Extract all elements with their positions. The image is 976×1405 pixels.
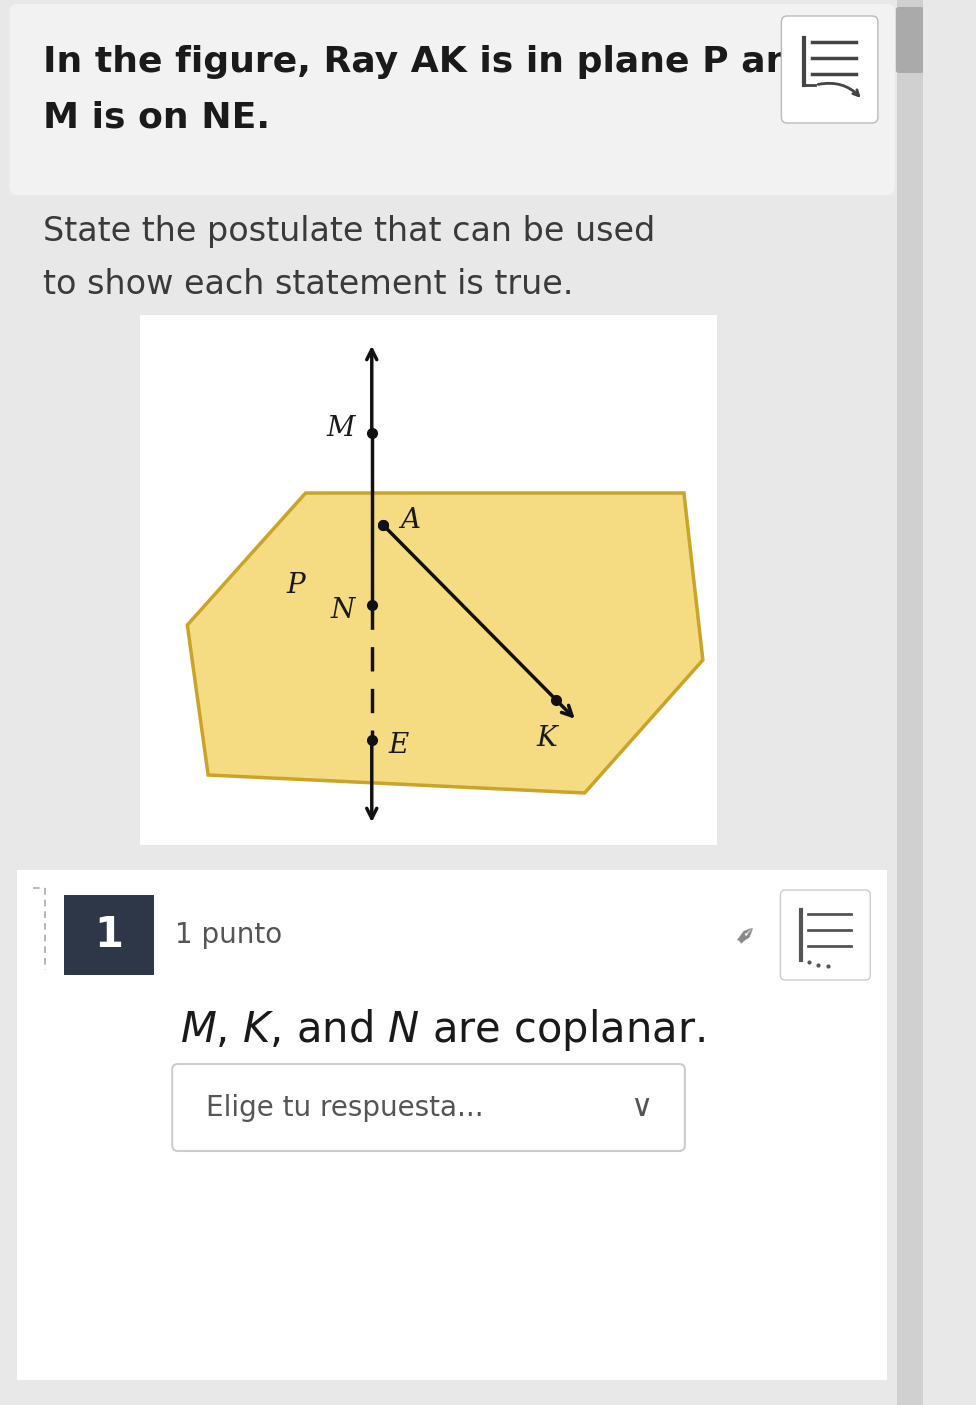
Text: to show each statement is true.: to show each statement is true. [43,268,573,301]
Text: E: E [388,732,409,759]
FancyBboxPatch shape [897,0,923,1405]
FancyBboxPatch shape [10,4,895,195]
FancyBboxPatch shape [140,315,717,844]
Text: $\mathit{M}$, $\mathit{K}$, and $\mathit{N}$ are coplanar.: $\mathit{M}$, $\mathit{K}$, and $\mathit… [180,1007,705,1052]
Text: M: M [326,414,354,441]
Text: State the postulate that can be used: State the postulate that can be used [43,215,655,249]
Text: P: P [287,572,305,599]
FancyBboxPatch shape [896,7,924,73]
Text: A: A [400,506,420,534]
FancyBboxPatch shape [781,889,871,981]
Text: ✒: ✒ [729,917,765,953]
FancyBboxPatch shape [17,870,887,1380]
FancyBboxPatch shape [172,1064,685,1151]
Text: ∨: ∨ [630,1093,653,1123]
FancyBboxPatch shape [64,895,154,975]
Polygon shape [187,493,703,792]
FancyBboxPatch shape [782,15,877,124]
Text: K: K [537,725,557,752]
Text: 1: 1 [95,915,123,955]
Text: N: N [331,597,354,624]
Text: In the figure, Ray AK is in plane P and: In the figure, Ray AK is in plane P and [43,45,817,79]
Text: Elige tu respuesta...: Elige tu respuesta... [206,1093,484,1121]
Text: 1 punto: 1 punto [175,922,282,948]
Text: M is on NE.: M is on NE. [43,100,269,133]
